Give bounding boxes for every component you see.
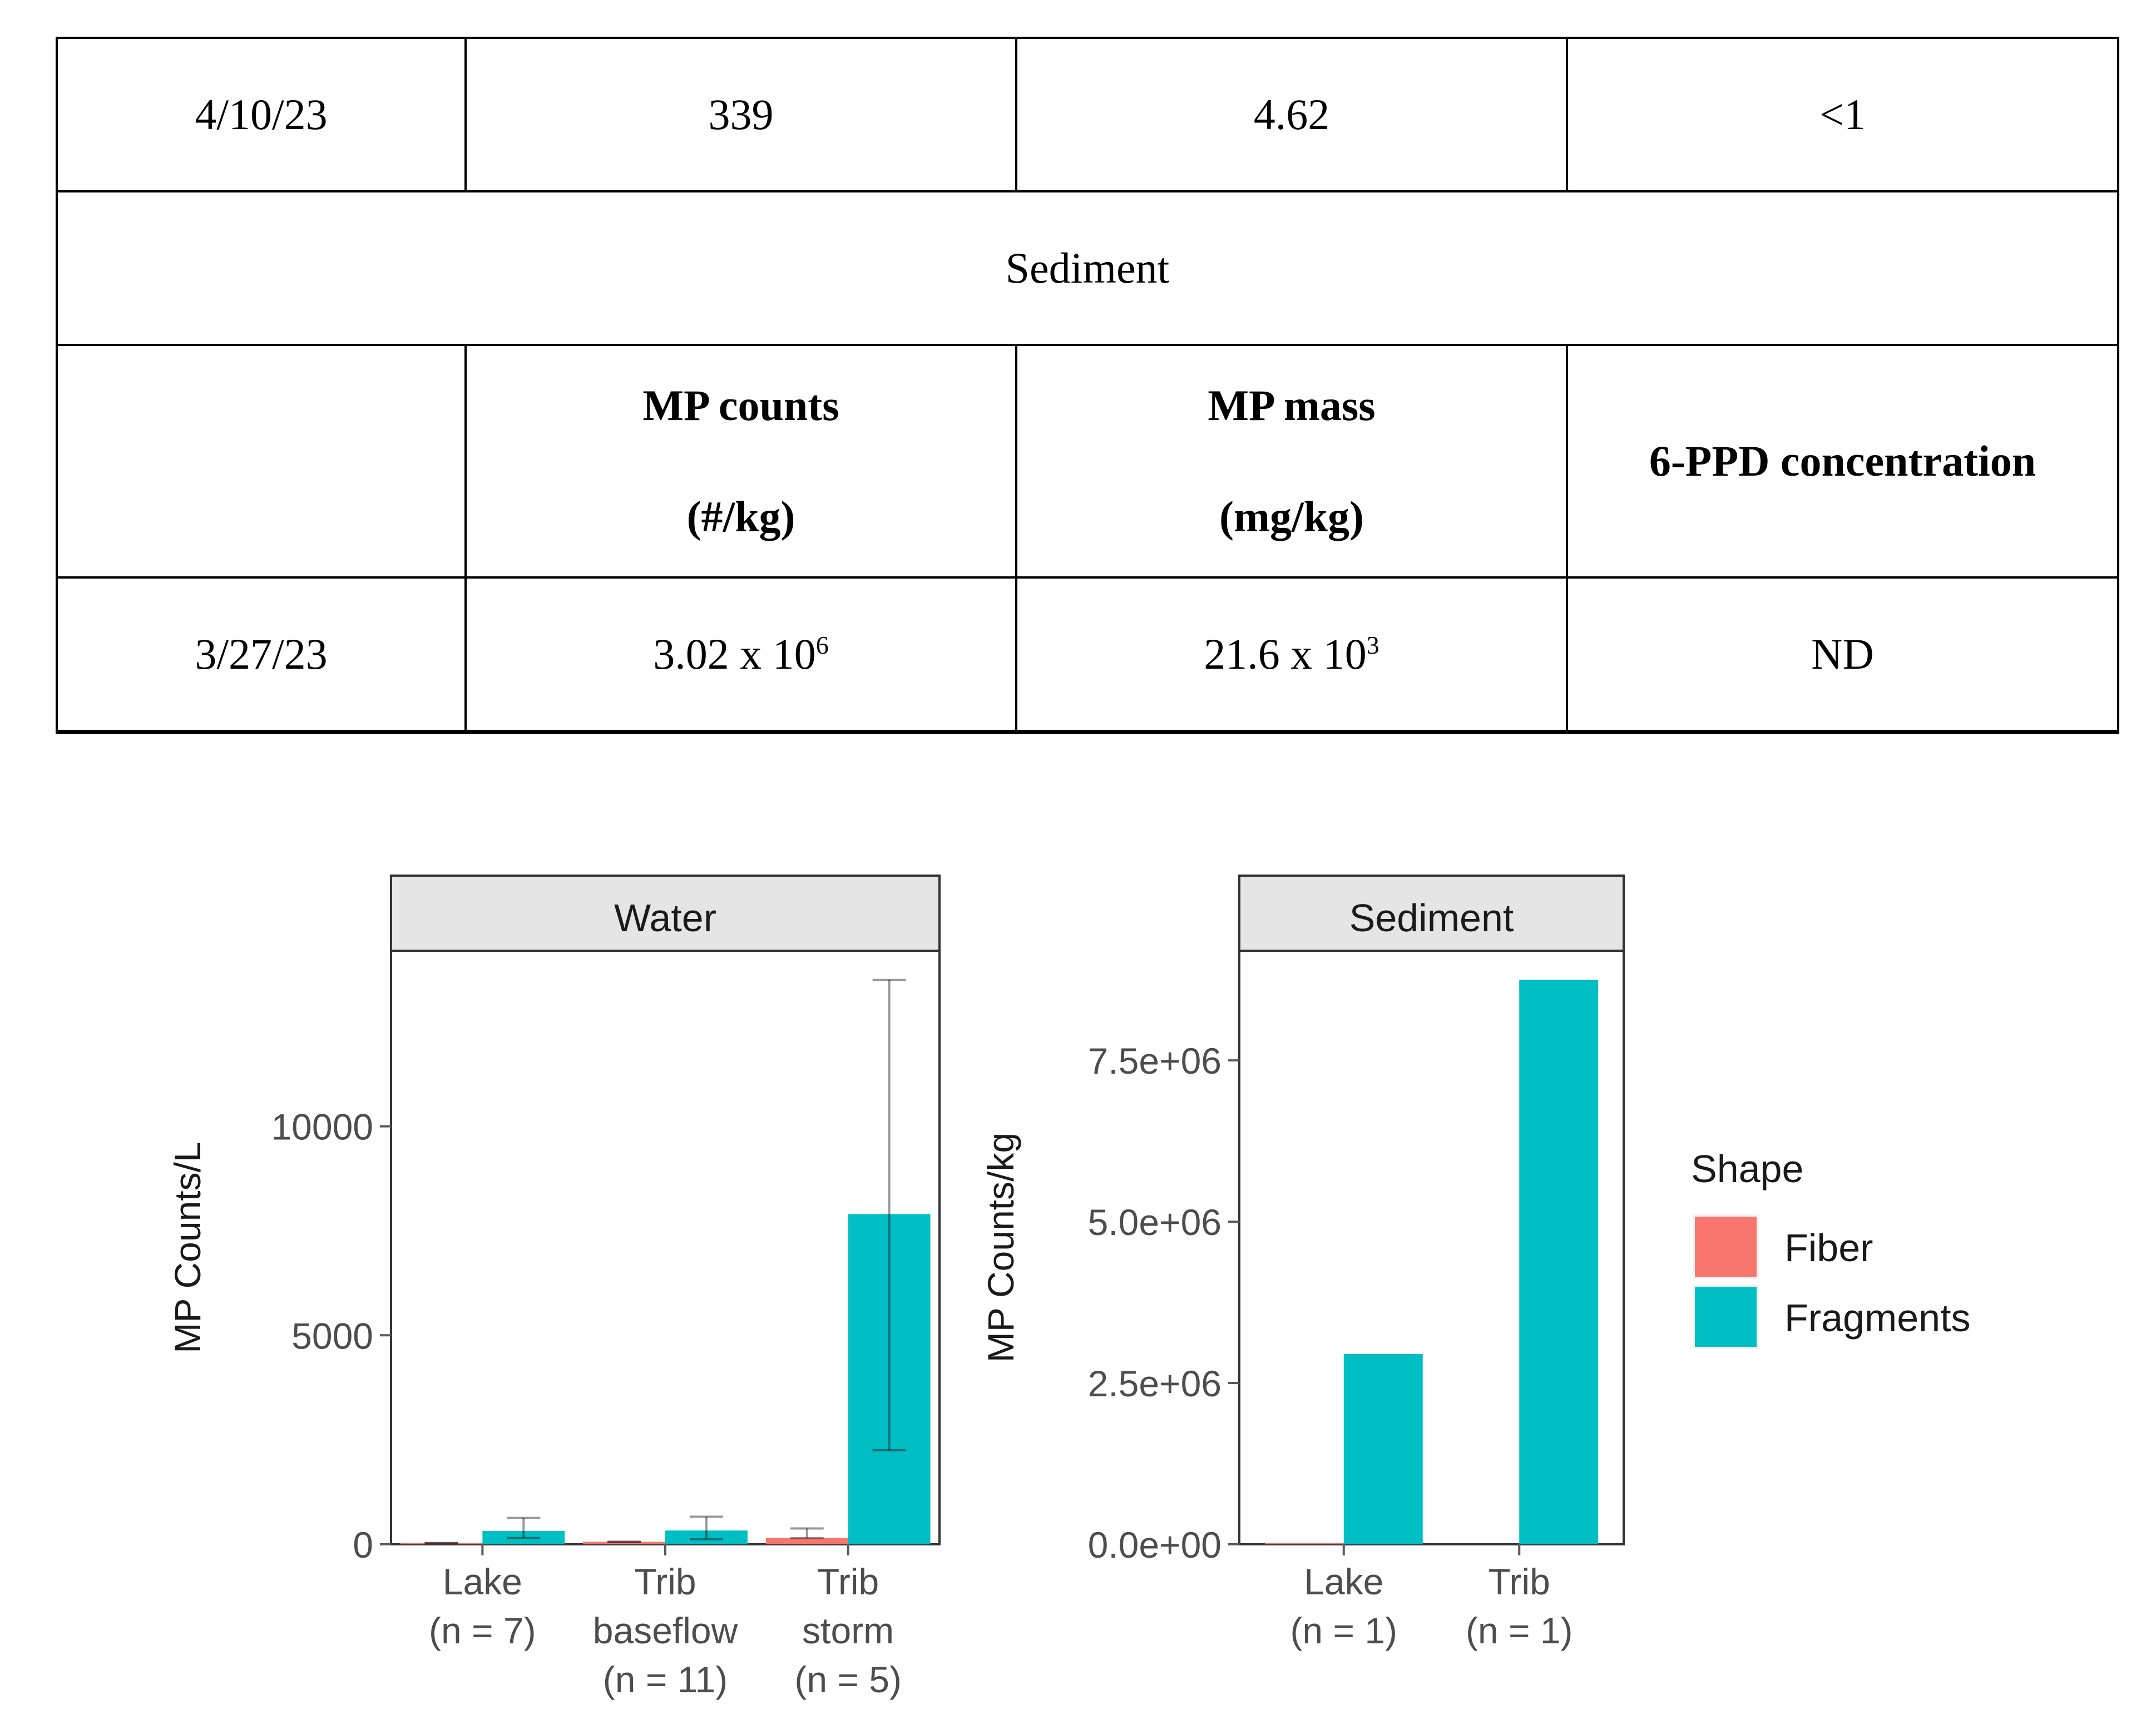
table-section-row: Sediment — [56, 190, 2119, 346]
table-row: 3/27/23 3.02 x 106 21.6 x 103 ND — [56, 576, 2119, 734]
header-mp-mass: MP mass (mg/kg) — [1015, 344, 1568, 579]
mp-counts-cell: 339 — [464, 37, 1017, 192]
water-panel: Water 0 5000 10000 MP Counts/L Lake (n = 7) Tri… — [167, 875, 941, 1700]
x-tick-label: Trib — [817, 1561, 879, 1602]
fiber-bar — [1264, 1543, 1344, 1544]
y-axis-label: MP Counts/kg — [980, 1133, 1021, 1362]
x-tick-label: (n = 11) — [603, 1659, 728, 1700]
sediment-panel: Sediment 0.0e+00 2.5e+06 5.0e+06 7.5e+06 MP C… — [980, 875, 1625, 1651]
mp-mass-cell: 21.6 x 103 — [1015, 576, 1568, 734]
table-row: 4/10/23 339 4.62 <1 — [56, 37, 2119, 192]
y-tick-label: 5.0e+06 — [1088, 1202, 1222, 1243]
counts-base: 3.02 x 10 — [653, 630, 816, 678]
section-label: Sediment — [56, 190, 2119, 346]
mass-base: 21.6 x 10 — [1204, 630, 1367, 678]
legend-swatch — [1693, 1214, 1759, 1279]
fragments-bar — [665, 1530, 748, 1544]
x-tick-label: baseflow — [593, 1610, 738, 1651]
header-mp-counts-line1: MP counts — [642, 381, 839, 429]
panel-title: Water — [614, 896, 716, 940]
data-table: 4/10/23 339 4.62 <1 Sediment MP counts (… — [56, 37, 2119, 734]
y-tick-label: 10000 — [271, 1106, 373, 1148]
table-header-row: MP counts (#/kg) MP mass (mg/kg) 6-PPD c… — [56, 344, 2119, 579]
x-tick-label: (n = 1) — [1290, 1610, 1397, 1651]
fiber-bar — [400, 1543, 483, 1544]
panel-strip — [1238, 875, 1625, 952]
fiber-bar — [765, 1538, 848, 1544]
counts-exponent: 6 — [815, 631, 829, 659]
legend-label: Fragments — [1784, 1296, 1971, 1340]
header-blank-cell — [56, 344, 467, 579]
y-tick-label: 0.0e+00 — [1088, 1524, 1222, 1565]
header-mp-mass-line1: MP mass — [1208, 381, 1376, 429]
date-cell: 3/27/23 — [56, 576, 467, 734]
y-tick-label: 7.5e+06 — [1088, 1040, 1222, 1081]
legend-title: Shape — [1691, 1147, 1803, 1190]
fragments-bar — [1519, 980, 1599, 1544]
x-tick-label: Lake — [443, 1561, 522, 1602]
ppd-cell: ND — [1566, 576, 2119, 734]
x-tick-label: Trib — [1489, 1561, 1550, 1602]
x-tick-label: Trib — [634, 1561, 696, 1602]
fragments-bar — [482, 1530, 565, 1544]
y-tick-label: 2.5e+06 — [1088, 1363, 1222, 1404]
mass-exponent: 3 — [1366, 631, 1379, 659]
legend-swatch — [1693, 1285, 1759, 1349]
x-tick-label: Lake — [1304, 1561, 1383, 1602]
date-cell: 4/10/23 — [56, 37, 467, 192]
mp-counts-cell: 3.02 x 106 — [464, 576, 1017, 734]
fragments-bar — [1343, 1353, 1423, 1544]
header-ppd: 6-PPD concentration — [1566, 344, 2119, 579]
x-tick-label: (n = 5) — [794, 1659, 902, 1700]
panel-title: Sediment — [1349, 896, 1514, 940]
y-tick-label: 5000 — [291, 1315, 373, 1356]
header-mp-counts: MP counts (#/kg) — [464, 344, 1017, 579]
fiber-bar — [583, 1542, 665, 1544]
legend-label: Fiber — [1784, 1226, 1873, 1269]
y-axis-label: MP Counts/L — [167, 1142, 208, 1353]
legend: Shape Fiber Fragments — [1691, 1147, 1971, 1349]
y-tick-label: 0 — [353, 1524, 373, 1565]
panel-strip — [390, 875, 941, 952]
x-tick-label: (n = 7) — [429, 1610, 536, 1651]
mp-mass-cell: 4.62 — [1015, 37, 1568, 192]
x-tick-label: storm — [802, 1610, 894, 1651]
ppd-cell: <1 — [1566, 37, 2119, 192]
x-tick-label: (n = 1) — [1466, 1610, 1573, 1651]
fragments-bar — [848, 1214, 931, 1544]
header-mp-mass-line2: (mg/kg) — [1219, 492, 1364, 541]
header-mp-counts-line2: (#/kg) — [686, 492, 795, 541]
